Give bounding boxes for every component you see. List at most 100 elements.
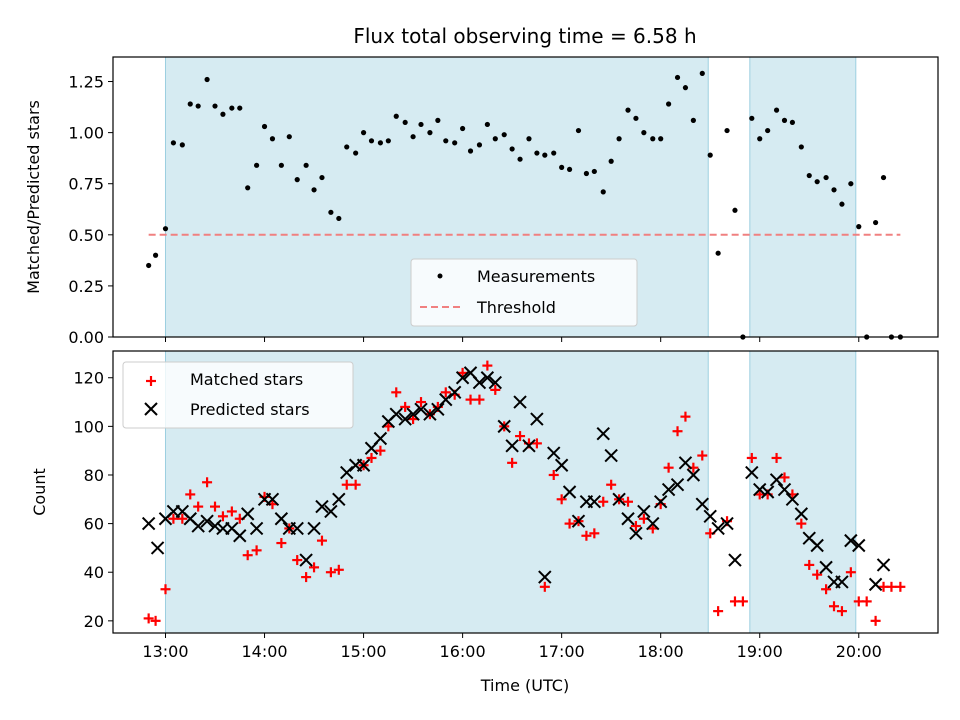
matched-star-point [474,394,485,405]
legend-count: Matched stars Predicted stars [122,361,354,429]
predicted-star-point [670,477,685,492]
measurement-point [583,170,590,177]
x-b [596,426,610,441]
y-axis-label-count: Count [30,468,49,516]
y-tick-label: 1.25 [68,73,104,92]
y-tick-label: 40 [84,563,104,582]
matched-star-point [821,584,832,595]
x-b [274,512,289,526]
matched-star-point [829,601,840,612]
y-tick-label: 60 [84,515,104,534]
x-b [777,482,792,497]
measurement-point [162,226,169,232]
matched-star-point [210,501,221,512]
measurement-point [641,130,647,136]
predicted-star-point [200,514,214,528]
x-b [637,504,651,519]
matched-star-point [251,545,262,556]
measurement-point [269,136,276,142]
x-b [711,521,725,536]
matched-star-point [606,479,617,490]
measurement-point [666,101,672,107]
x-b [447,385,462,400]
x-tick-label: 17:00 [539,642,585,661]
measurement-point [393,113,399,119]
x-b [398,412,412,426]
legend-box [122,361,354,429]
predicted-star-point [703,509,717,524]
measurement-point [566,166,573,173]
measurement-point [534,150,540,156]
measurement-point [237,105,243,111]
x-b [175,504,190,519]
matched-star-point [490,384,501,395]
matched-star-point [531,438,542,449]
x-b [488,375,503,390]
y-tick-label: 0.50 [68,226,104,245]
measurement-point [245,185,251,191]
x-b [307,521,321,536]
matched-star-point [589,528,600,539]
predicted-star-point [794,507,809,521]
measurement-point [187,101,193,107]
measurement-point [484,121,490,128]
measurement-point [551,150,557,156]
predicted-star-point [455,371,470,385]
x-b [844,533,858,548]
x-b [852,538,866,553]
x-b [794,507,809,521]
matched-star-point [796,518,807,529]
count-panel-frame [112,350,939,634]
matched-star-point [845,567,856,578]
matched-star-point [440,387,451,398]
x-b [340,465,354,480]
measurement-point [526,136,532,142]
measurement-point [674,74,681,81]
measurement-point [452,140,458,146]
measurement-point [418,121,424,128]
predicted-star-point [315,499,329,514]
predicted-star-point [332,492,346,507]
measurement-point [732,207,738,213]
measurement-point [360,130,367,136]
x-b [472,375,487,390]
predicted-star-point [497,419,511,434]
predicted-star-point [810,538,824,553]
predicted-star-point [398,412,412,426]
predicted-star-point [571,514,586,528]
x-b [612,492,626,507]
matched-star-point [482,360,493,371]
x-b [431,402,445,417]
measurement-point [204,76,210,83]
x-tick-label: 16:00 [440,642,486,661]
measurement-point [559,164,565,170]
measurement-point [781,117,788,123]
matched-star-point [292,555,303,566]
measurement-point [773,107,780,113]
measurement-point [303,162,309,168]
predicted-star-point [728,553,742,567]
x-b [562,485,577,499]
x-b [455,371,470,385]
matched-star-point [177,513,188,524]
matched-star-point [316,535,327,546]
x-b [646,516,660,531]
x-b [868,577,883,592]
matched-star-point [895,581,906,592]
matched-star-point [341,479,352,490]
measurement-point [699,70,705,76]
y-tick-label: 0.75 [68,175,104,194]
x-b [686,468,701,482]
predicted-star-point [711,521,725,536]
measurement-point [501,132,507,138]
x-b [389,407,403,421]
x-b [728,553,742,567]
measurement-point [823,174,829,181]
x-b [802,531,816,545]
predicted-star-point [530,412,544,426]
x-b [522,439,536,453]
predicted-star-point [769,473,784,487]
matched-star-point [886,581,897,592]
predicted-star-point [562,485,577,499]
predicted-star-point [290,521,304,536]
